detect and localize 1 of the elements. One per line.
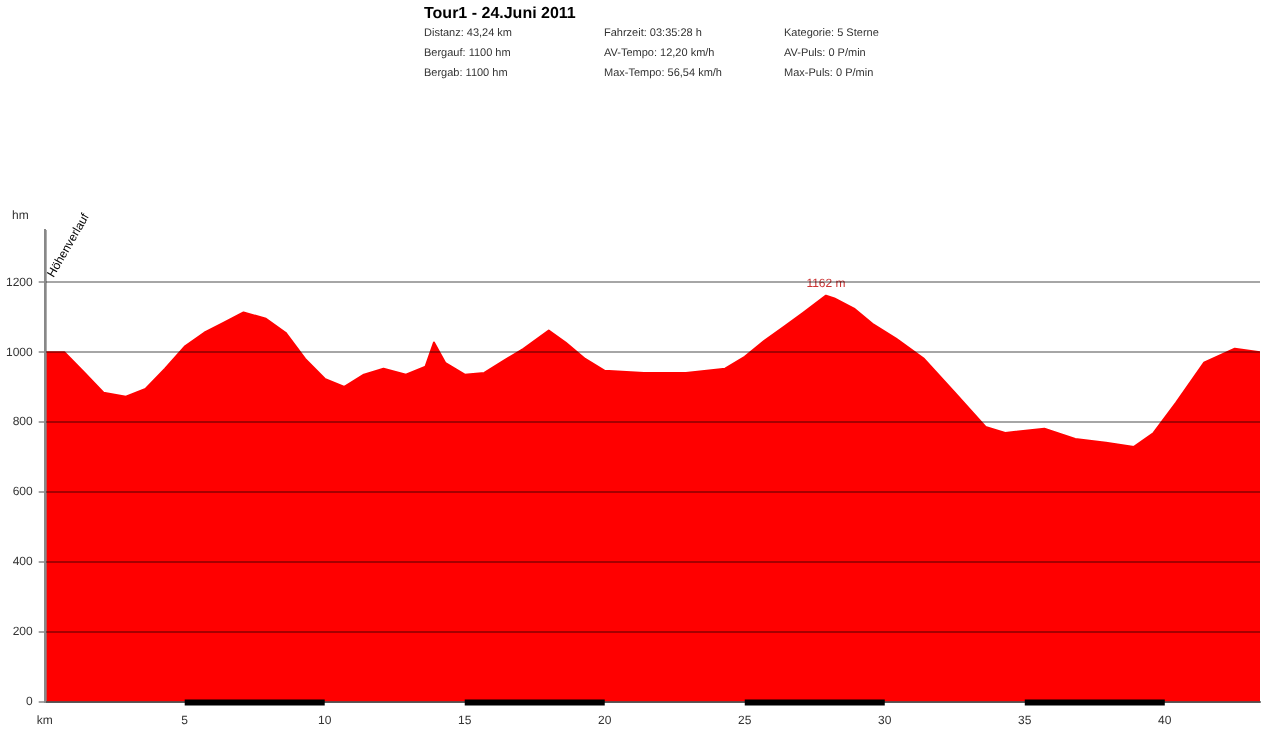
chart-title: Tour1 - 24.Juni 2011 xyxy=(424,4,576,22)
